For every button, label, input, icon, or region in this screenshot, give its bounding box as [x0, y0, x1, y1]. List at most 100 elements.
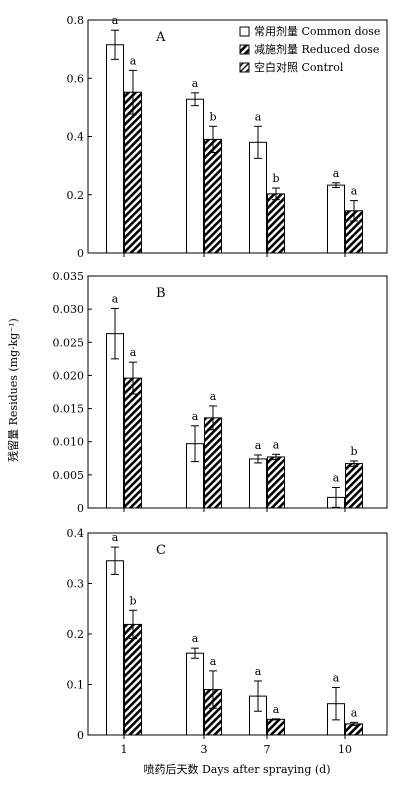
error-bar-B-s1-c0	[129, 361, 137, 395]
significance-letter-C-s1-c1: a	[210, 655, 217, 668]
error-bar-C-s0-c1	[191, 647, 199, 659]
bar-A-s1-c2	[267, 193, 285, 254]
y-tick-label-C-1: 0.1	[67, 679, 85, 692]
y-tick-label-B-2: 0.010	[53, 436, 85, 449]
significance-letter-C-s1-c2: a	[273, 703, 280, 716]
significance-letter-B-s0-c3: a	[333, 471, 340, 484]
bar-C-s1-c0	[124, 623, 142, 736]
y-axis-title: 残留量 Residues (mg·kg⁻¹)	[6, 318, 20, 462]
error-bar-B-s1-c3	[350, 460, 358, 467]
error-bar-A-s0-c2	[254, 125, 262, 159]
y-tick-label-A-2: 0.4	[67, 131, 85, 144]
significance-letter-B-s1-c2: a	[273, 438, 280, 451]
bar-C-s0-c1	[186, 652, 204, 736]
error-bar-B-s0-c3	[332, 486, 340, 508]
x-tick-label-0: 1	[121, 743, 128, 756]
x-tick-label-1: 3	[201, 743, 208, 756]
error-bar-B-s0-c0	[111, 307, 119, 360]
error-bar-A-s0-c1	[191, 92, 199, 107]
significance-letter-C-s0-c1: a	[192, 632, 199, 645]
significance-letter-A-s1-c1: b	[209, 110, 216, 123]
legend-label-reduced: 减施剂量 Reduced dose	[254, 42, 379, 56]
error-bar-B-s0-c1	[191, 425, 199, 463]
y-tick-label-B-7: 0.035	[53, 270, 85, 283]
significance-letter-C-s0-c0: a	[112, 531, 119, 544]
y-tick-label-A-0: 0	[77, 247, 84, 260]
significance-letter-B-s1-c3: b	[350, 445, 357, 458]
bar-C-s1-c2	[267, 718, 285, 736]
error-bar-A-s0-c0	[111, 29, 119, 60]
error-bar-A-s1-c1	[209, 125, 217, 154]
y-tick-label-A-1: 0.2	[67, 189, 85, 202]
error-bar-B-s1-c2	[272, 453, 280, 461]
legend-label-common: 常用剂量 Common dose	[254, 24, 380, 38]
significance-letter-B-s1-c0: a	[130, 346, 137, 359]
significance-letter-C-s1-c3: a	[351, 706, 358, 719]
panel-label-B: B	[156, 286, 166, 301]
y-tick-label-B-0: 0	[77, 502, 84, 515]
legend: 常用剂量 Common dose 减施剂量 Reduced dose 空白对照 …	[239, 24, 380, 74]
significance-letter-B-s0-c2: a	[255, 439, 262, 452]
bar-A-s0-c2	[249, 141, 267, 254]
significance-letter-A-s0-c3: a	[333, 167, 340, 180]
y-tick-label-B-1: 0.005	[53, 469, 85, 482]
y-tick-label-C-2: 0.2	[67, 628, 85, 641]
significance-letter-C-s0-c3: a	[333, 672, 340, 685]
y-tick-label-A-4: 0.8	[67, 14, 85, 27]
error-bar-B-s0-c2	[254, 454, 262, 464]
y-tick-label-C-4: 0.4	[67, 527, 85, 540]
bar-B-s1-c2	[267, 456, 285, 509]
error-bar-B-s1-c1	[209, 405, 217, 431]
y-tick-label-A-3: 0.6	[67, 72, 85, 85]
error-bar-A-s0-c3	[332, 182, 340, 188]
significance-letter-A-s0-c0: a	[112, 14, 119, 27]
panel-frame-B	[87, 275, 388, 509]
bar-B-s0-c0	[106, 333, 124, 509]
error-bar-C-s0-c3	[332, 687, 340, 721]
significance-letter-C-s1-c0: b	[129, 594, 136, 607]
error-bar-C-s1-c2	[272, 718, 280, 721]
error-bar-A-s1-c3	[350, 200, 358, 222]
significance-letter-A-s0-c1: a	[192, 77, 199, 90]
legend-swatch-control	[239, 62, 250, 73]
bar-A-s1-c1	[204, 138, 222, 254]
bar-B-s1-c0	[124, 377, 142, 509]
significance-letter-A-s1-c0: a	[130, 54, 137, 67]
panel-label-C: C	[156, 543, 166, 558]
error-bar-A-s1-c2	[272, 187, 280, 201]
error-bar-C-s1-c0	[129, 609, 137, 640]
legend-swatch-common	[239, 26, 250, 37]
significance-letter-A-s0-c2: a	[255, 110, 262, 123]
x-tick-label-2: 7	[264, 743, 271, 756]
significance-letter-B-s0-c0: a	[112, 292, 119, 305]
error-bar-C-s1-c1	[209, 670, 217, 709]
significance-letter-A-s1-c2: b	[272, 172, 279, 185]
y-tick-label-C-0: 0	[77, 729, 84, 742]
bar-A-s0-c3	[327, 184, 345, 254]
x-axis-title: 喷药后天数 Days after spraying (d)	[143, 763, 330, 776]
bar-A-s0-c0	[106, 44, 124, 254]
significance-letter-C-s0-c2: a	[255, 665, 262, 678]
legend-label-control: 空白对照 Control	[254, 60, 344, 74]
y-tick-label-C-3: 0.3	[67, 578, 85, 591]
significance-letter-B-s0-c1: a	[192, 410, 199, 423]
x-tick-label-3: 10	[338, 743, 352, 756]
y-tick-label-B-3: 0.015	[53, 403, 85, 416]
error-bar-C-s0-c0	[111, 546, 119, 575]
legend-swatch-reduced	[239, 44, 250, 55]
error-bar-C-s0-c2	[254, 680, 262, 712]
bar-A-s0-c1	[186, 98, 204, 254]
significance-letter-A-s1-c3: a	[351, 185, 358, 198]
bar-C-s0-c0	[106, 560, 124, 736]
y-tick-label-B-6: 0.030	[53, 303, 85, 316]
error-bar-C-s1-c3	[350, 721, 358, 726]
panel-label-A: A	[155, 30, 166, 45]
bar-A-s1-c0	[124, 91, 142, 254]
y-tick-label-B-5: 0.025	[53, 336, 85, 349]
y-tick-label-B-4: 0.020	[53, 369, 85, 382]
significance-letter-B-s1-c1: a	[210, 390, 217, 403]
bar-B-s1-c1	[204, 417, 222, 509]
bar-B-s1-c3	[345, 463, 363, 509]
bar-B-s0-c2	[249, 458, 267, 509]
